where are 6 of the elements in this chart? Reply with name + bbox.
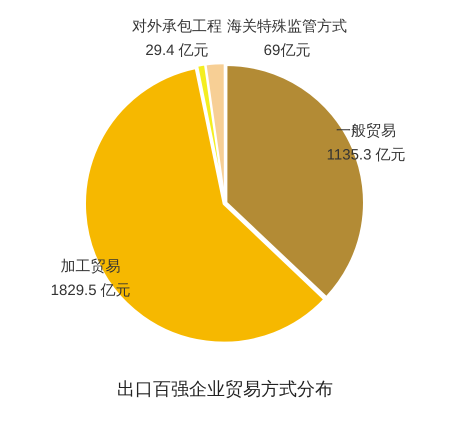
slice-label: 海关特殊监管方式 <box>227 18 347 36</box>
data-label: 69亿元 <box>264 42 310 60</box>
slice-label: 对外承包工程 <box>132 18 222 36</box>
data-label: 1829.5 亿元 <box>50 282 131 299</box>
text: 出口百强企业贸易方式分布 <box>117 379 333 400</box>
data-label: 29.4 亿元 <box>145 42 209 60</box>
